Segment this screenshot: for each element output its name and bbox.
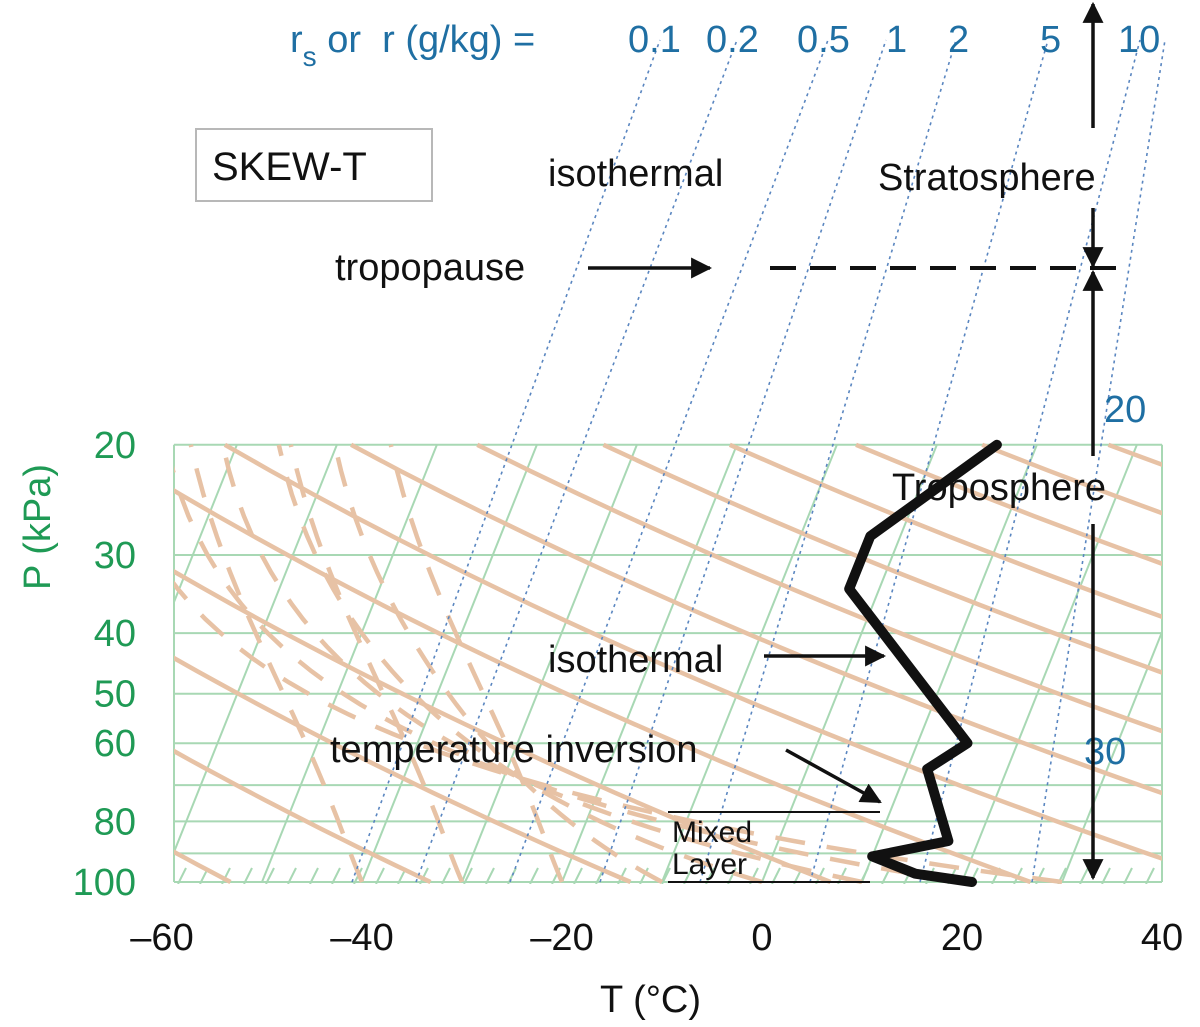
stratosphere-label: Stratosphere bbox=[878, 157, 1096, 199]
isotherm-line bbox=[961, 444, 1138, 883]
temperature-tick-label: 0 bbox=[751, 917, 772, 959]
mixing-ratio-value: 0.1 bbox=[628, 19, 681, 61]
y-axis-label: P (kPa) bbox=[17, 464, 59, 590]
isotherm-line bbox=[461, 444, 638, 883]
temperature-tick-label: –40 bbox=[330, 917, 393, 959]
x-axis-label: T (°C) bbox=[600, 979, 701, 1021]
mixing-ratio-value: 5 bbox=[1040, 19, 1061, 61]
moist-adiabat-line bbox=[188, 444, 365, 883]
pressure-tick-label: 20 bbox=[94, 425, 136, 467]
mixing-ratio-line bbox=[509, 39, 829, 883]
hatch-mark bbox=[485, 867, 495, 884]
troposphere-label: Troposphere bbox=[892, 467, 1106, 509]
hatch-mark bbox=[441, 867, 451, 884]
pressure-tick-label: 80 bbox=[94, 801, 136, 843]
dry-adiabat-line bbox=[602, 442, 1162, 675]
dry-adiabat-line bbox=[223, 442, 1162, 861]
moist-adiabat-line bbox=[288, 444, 465, 883]
mixed-layer-label-line1: Mixed bbox=[672, 816, 752, 849]
isotherm-line bbox=[861, 444, 1038, 883]
hatch-mark bbox=[177, 867, 187, 884]
moist-adiabat-line bbox=[174, 465, 963, 884]
isothermal-top-label: isothermal bbox=[548, 153, 723, 195]
mixing-ratio-lines bbox=[351, 39, 1166, 883]
hatch-mark bbox=[1123, 867, 1133, 884]
pressure-tick-label: 40 bbox=[94, 613, 136, 655]
isotherm-line bbox=[1061, 629, 1162, 883]
isotherm-line bbox=[361, 444, 538, 883]
moist-adiabat-line bbox=[220, 444, 863, 884]
hatch-mark bbox=[419, 867, 429, 884]
temperature-inversion-arrow bbox=[785, 748, 882, 804]
dry-adiabat-line bbox=[174, 748, 432, 884]
hatch-mark bbox=[463, 867, 473, 884]
mixing-ratio-value: 10 bbox=[1118, 19, 1160, 61]
moist-adiabat-line bbox=[276, 444, 763, 884]
mixed-layer-label-line2: Layer bbox=[672, 848, 747, 881]
temperature-tick-label: 20 bbox=[941, 917, 983, 959]
hatch-mark bbox=[221, 867, 231, 884]
mixing-ratio-value-labels: 0.1 0.2 0.5 1 2 5 10 20 30 bbox=[628, 19, 1160, 773]
mixing-ratio-line bbox=[351, 39, 661, 883]
mixing-ratio-inline-value: 30 bbox=[1084, 731, 1126, 773]
temperature-tick-labels: –60 –40 –20 0 20 40 bbox=[130, 917, 1183, 959]
hatch-mark bbox=[1145, 867, 1155, 884]
dry-adiabat-line bbox=[728, 442, 1162, 620]
dry-adiabat-line bbox=[350, 442, 1162, 796]
moist-adiabat-line bbox=[332, 444, 664, 884]
temperature-tick-label: –20 bbox=[530, 917, 593, 959]
isotherm-line bbox=[661, 444, 838, 883]
isotherm-line bbox=[174, 444, 338, 855]
pressure-tick-label: 30 bbox=[94, 535, 136, 577]
isotherm-line bbox=[1161, 879, 1162, 882]
hatch-mark bbox=[287, 867, 297, 884]
mixing-ratio-line bbox=[599, 39, 887, 883]
mixing-ratio-value: 0.2 bbox=[706, 19, 759, 61]
mixing-ratio-r: r bbox=[290, 19, 303, 61]
pressure-tick-label: 100 bbox=[73, 862, 136, 904]
hatch-mark bbox=[1035, 867, 1045, 884]
mixing-ratio-value: 1 bbox=[886, 19, 907, 61]
mixing-ratio-value: 0.5 bbox=[797, 19, 850, 61]
mixing-ratio-line bbox=[809, 39, 1049, 883]
temperature-inversion-label: temperature inversion bbox=[330, 729, 698, 771]
dry-adiabat-line bbox=[174, 655, 632, 884]
hatch-mark bbox=[309, 867, 319, 884]
skew-t-label-box bbox=[195, 128, 433, 202]
moist-adiabat-line bbox=[388, 444, 565, 883]
hatch-mark bbox=[529, 867, 539, 884]
dry-adiabat-line bbox=[174, 568, 832, 884]
mixing-ratio-line bbox=[919, 39, 1141, 883]
hatch-mark bbox=[265, 867, 275, 884]
hatch-mark bbox=[573, 867, 583, 884]
hatch-mark bbox=[1101, 867, 1111, 884]
skew-t-label: SKEW-T bbox=[212, 145, 367, 189]
mixing-ratio-header: rs or r (g/kg) = bbox=[290, 19, 535, 72]
temperature-tick-label: 40 bbox=[1141, 917, 1183, 959]
mixing-ratio-rest: or r (g/kg) = bbox=[317, 19, 536, 61]
tropopause-label: tropopause bbox=[335, 247, 525, 289]
temperature-tick-label: –60 bbox=[130, 917, 193, 959]
mixing-ratio-inline-value: 20 bbox=[1104, 389, 1146, 431]
dry-adiabat-line bbox=[476, 442, 1162, 734]
mixing-ratio-line bbox=[1031, 39, 1166, 883]
pressure-tick-label: 50 bbox=[94, 674, 136, 716]
hatch-mark bbox=[507, 867, 517, 884]
mixing-ratio-line bbox=[415, 39, 738, 883]
hatch-mark bbox=[661, 867, 671, 884]
mixing-ratio-subscript: s bbox=[303, 41, 317, 72]
hatch-mark bbox=[639, 867, 649, 884]
isotherm-line bbox=[261, 444, 438, 883]
hatch-mark bbox=[243, 867, 253, 884]
hatch-mark bbox=[375, 867, 385, 884]
isotherm-line bbox=[174, 444, 238, 605]
isothermal-mid-label: isothermal bbox=[548, 639, 723, 681]
temperature-sounding-line bbox=[844, 439, 1002, 887]
pressure-tick-label: 60 bbox=[94, 723, 136, 765]
moist-adiabat-lines bbox=[174, 444, 1063, 884]
pressure-tick-labels: 20 30 40 50 60 80 100 bbox=[73, 425, 136, 904]
mixing-ratio-value: 2 bbox=[948, 19, 969, 61]
hatch-mark bbox=[331, 867, 341, 884]
